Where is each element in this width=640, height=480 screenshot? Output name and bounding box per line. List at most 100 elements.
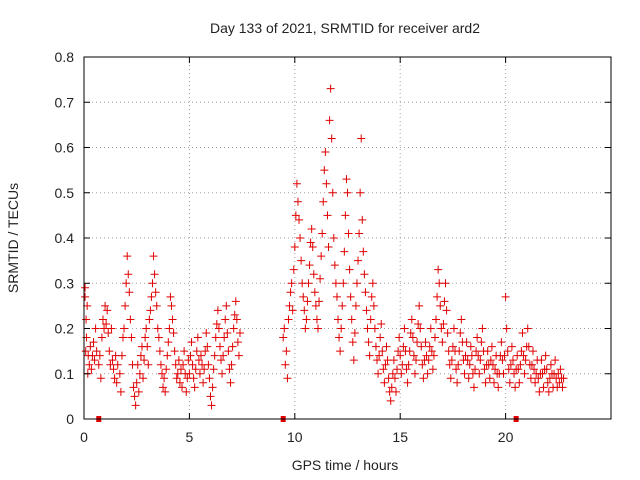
- data-point: [518, 329, 527, 338]
- data-point: [412, 356, 421, 365]
- data-point: [165, 324, 174, 333]
- data-point: [347, 315, 356, 324]
- data-point: [418, 360, 427, 369]
- data-point: [534, 374, 543, 383]
- data-point: [235, 329, 244, 338]
- data-point: [124, 270, 133, 279]
- data-point: [361, 288, 370, 297]
- data-point: [380, 378, 389, 387]
- data-point: [120, 324, 129, 333]
- chart-title: Day 133 of 2021, SRMTID for receiver ard…: [210, 20, 480, 36]
- data-point: [222, 301, 231, 310]
- data-points: [81, 84, 568, 410]
- data-point: [447, 356, 456, 365]
- data-point: [358, 215, 367, 224]
- data-point: [368, 279, 377, 288]
- data-point: [166, 292, 175, 301]
- data-point: [376, 333, 385, 342]
- data-point: [310, 288, 319, 297]
- data-point: [546, 360, 555, 369]
- data-point: [227, 360, 236, 369]
- data-point: [386, 396, 395, 405]
- data-point: [494, 383, 503, 392]
- x-axis-label: GPS time / hours: [292, 457, 399, 473]
- data-point: [290, 243, 299, 252]
- data-point: [116, 387, 125, 396]
- data-point: [212, 319, 221, 328]
- data-point: [463, 356, 472, 365]
- data-point: [130, 392, 139, 401]
- data-point: [371, 342, 380, 351]
- data-point: [504, 365, 513, 374]
- data-point: [344, 229, 353, 238]
- data-point: [191, 365, 200, 374]
- data-point: [466, 342, 475, 351]
- data-point: [313, 324, 322, 333]
- data-point: [289, 265, 298, 274]
- data-point: [529, 347, 538, 356]
- data-point: [348, 338, 357, 347]
- data-point: [284, 315, 293, 324]
- data-point: [299, 292, 308, 301]
- data-point: [97, 333, 106, 342]
- data-point: [377, 319, 386, 328]
- data-point: [363, 324, 372, 333]
- data-point: [478, 324, 487, 333]
- data-point: [175, 378, 184, 387]
- data-point: [506, 360, 515, 369]
- data-point: [160, 374, 169, 383]
- data-point: [232, 315, 241, 324]
- data-point: [131, 401, 140, 410]
- data-point: [416, 324, 425, 333]
- data-point: [322, 179, 331, 188]
- data-point: [109, 365, 118, 374]
- data-point: [499, 369, 508, 378]
- data-point: [308, 243, 317, 252]
- data-point: [449, 324, 458, 333]
- x-tick-label: 20: [498, 429, 514, 445]
- data-point: [419, 374, 428, 383]
- data-point: [393, 365, 402, 374]
- data-point: [413, 338, 422, 347]
- y-tick-label: 0.5: [55, 185, 75, 201]
- data-point: [282, 347, 291, 356]
- data-point: [555, 378, 564, 387]
- data-point: [203, 342, 212, 351]
- data-point: [309, 270, 318, 279]
- data-point: [364, 338, 373, 347]
- data-point: [498, 356, 507, 365]
- data-point: [508, 356, 517, 365]
- data-point: [473, 333, 482, 342]
- data-point: [225, 365, 234, 374]
- data-point: [94, 360, 103, 369]
- data-point: [382, 342, 391, 351]
- data-point: [537, 356, 546, 365]
- data-point: [199, 378, 208, 387]
- data-point: [194, 356, 203, 365]
- data-point: [541, 351, 550, 360]
- data-point: [338, 301, 347, 310]
- data-point: [293, 197, 302, 206]
- data-point: [388, 369, 397, 378]
- data-point: [283, 374, 292, 383]
- data-point: [87, 365, 96, 374]
- data-point: [306, 238, 315, 247]
- data-point: [474, 351, 483, 360]
- data-point: [530, 365, 539, 374]
- data-point: [480, 365, 489, 374]
- data-point: [352, 279, 361, 288]
- data-point: [387, 383, 396, 392]
- data-point: [190, 383, 199, 392]
- data-point: [193, 333, 202, 342]
- data-point: [164, 338, 173, 347]
- data-point: [196, 351, 205, 360]
- data-point: [325, 116, 334, 125]
- data-point: [211, 333, 220, 342]
- data-point: [323, 211, 332, 220]
- data-point: [304, 279, 313, 288]
- data-point: [430, 333, 439, 342]
- data-point: [448, 342, 457, 351]
- data-point: [515, 378, 524, 387]
- data-point: [206, 392, 215, 401]
- data-point: [487, 342, 496, 351]
